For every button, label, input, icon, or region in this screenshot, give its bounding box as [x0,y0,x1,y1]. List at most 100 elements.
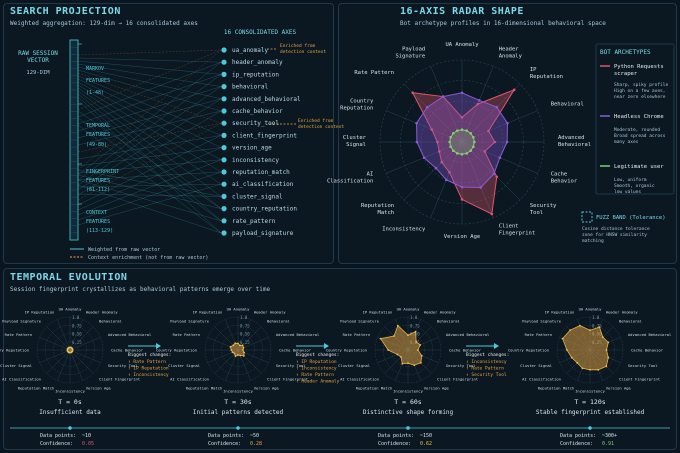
axis-label-ua_anomaly: ua_anomaly [232,47,269,54]
projection-line [77,159,222,216]
temporal-axis-label: Country Reputation [0,348,29,353]
legend-desc: Broad spread across [614,133,666,139]
temporal-axis-label: Reputation Match [538,385,575,390]
change-item: ↑ IP Reputation [296,359,337,365]
stage-time-2: T = 60s [394,398,421,406]
radar-point [493,140,497,144]
axis-node-country_reputation [221,206,227,212]
temporal-axis-label: Rate Pattern [173,332,200,337]
change-item: ↑ Rate Pattern [296,372,334,378]
stage-points-label-0: Data points: [40,433,76,439]
temporal-axis-label: Cache Behavior [111,348,144,353]
projection-line [77,69,222,112]
radar-point [495,105,499,109]
radar-axis-label: AI [367,172,374,178]
radar-axis-label: Signal [346,142,366,148]
radar-point [425,105,429,109]
radar-axis-label: Classification [327,179,373,185]
radar-point [415,121,418,125]
radar-axis-label: Cluster [343,135,367,141]
temporal-tick: 1.0 [410,315,418,320]
temporal-axis-label: Inconsistency [223,389,253,394]
temporal-panel [3,268,677,450]
projection-line [77,159,222,174]
radar-axis-label: Reputation [361,203,394,209]
temporal-shape-3 [562,325,609,371]
stage-conf-1: 0.28 [250,441,262,447]
temporal-point [379,337,382,340]
radar-axis-label: Behavioral [551,101,584,107]
temporal-subtitle: Session fingerprint crystallizes as beha… [10,286,271,293]
radar-point [506,121,509,125]
enrich-note-2a: Enriched from [298,118,334,124]
temporal-point [237,342,239,345]
projection-line [77,49,222,171]
temporal-axis-label: IP Reputation [545,310,575,315]
temporal-tick: 0.50 [240,332,250,337]
legend-desc: Smooth, organic [614,183,655,189]
radar-point [476,102,479,106]
temporal-axis-label: Payload Signature [170,319,210,324]
temporal-axis-label: Advanced Behavioral [276,332,319,337]
changes-title-0: Biggest changes: [128,352,171,358]
axis-label-cache_behavior: cache_behavior [232,108,283,115]
radar-point [495,175,499,179]
temporal-point [234,342,237,345]
temporal-point [420,354,423,357]
temporal-point [589,368,591,371]
radar-spoke [461,141,494,218]
projection-line [77,62,222,176]
radar-axis-label: Client [499,224,519,230]
projection-line [77,179,222,221]
projection-line [77,117,222,221]
change-item: ↑ Inconsistency [466,359,507,365]
temporal-spoke [69,349,83,381]
group-range-2: (81-112) [86,187,110,193]
axis-label-behavioral: behavioral [232,84,269,91]
temporal-point [68,346,70,349]
temporal-axis-label: Cluster Signal [0,363,32,368]
legend-name-2: Legitimate user [614,164,664,170]
radar-subtitle: Bot archetype profiles in 16-dimensional… [400,20,606,27]
temporal-point [570,356,573,359]
temporal-spoke [69,326,94,351]
temporal-axis-label: Cache Behavior [449,348,482,353]
stage-conf-2: 0.62 [420,441,432,447]
projection-line [77,90,222,197]
projection-line [77,98,222,139]
radar-axis-label: Behavior [551,179,578,185]
radar-point [492,172,496,176]
radar-point [441,95,445,98]
legend-context: Context enrichment (not from raw vector) [88,255,208,261]
axis-node-ai_classification [221,181,227,187]
group-range-0: (1-48) [86,90,104,96]
temporal-axis-label: UA Anomaly [227,307,251,312]
temporal-tick: 1.0 [72,315,80,320]
temporal-spoke [46,349,71,374]
temporal-point [387,349,390,351]
temporal-axis-label: Header Anomaly [424,310,457,315]
temporal-point [597,368,600,371]
projection-line [77,171,222,221]
temporal-axis-label: Cluster Signal [520,363,552,368]
temporal-axis-label: Security Tool [446,363,476,368]
temporal-axis-label: Reputation Match [356,385,393,390]
temporal-point [569,329,572,332]
axis-node-rate_pattern [221,218,227,224]
stage-caption-1: Initial patterns detected [193,409,284,416]
temporal-axis-label: Client Fingerprint [99,376,140,381]
temporal-point [419,361,422,364]
projection-line [77,184,222,226]
projection-line [77,135,222,160]
temporal-axis-label: AI Classification [170,376,209,381]
fuzz-desc-2: matching [582,238,604,244]
projection-line [77,171,222,181]
legend-box [595,43,675,195]
projection-line [77,147,222,211]
radar-point [411,91,415,95]
stage-arrowhead-0 [156,343,161,349]
change-item: ↑ Inconsistency [296,366,337,372]
axis-node-client_fingerprint [221,132,227,138]
change-item: ↑ Rate Pattern [466,366,504,372]
projection-line [77,63,222,87]
